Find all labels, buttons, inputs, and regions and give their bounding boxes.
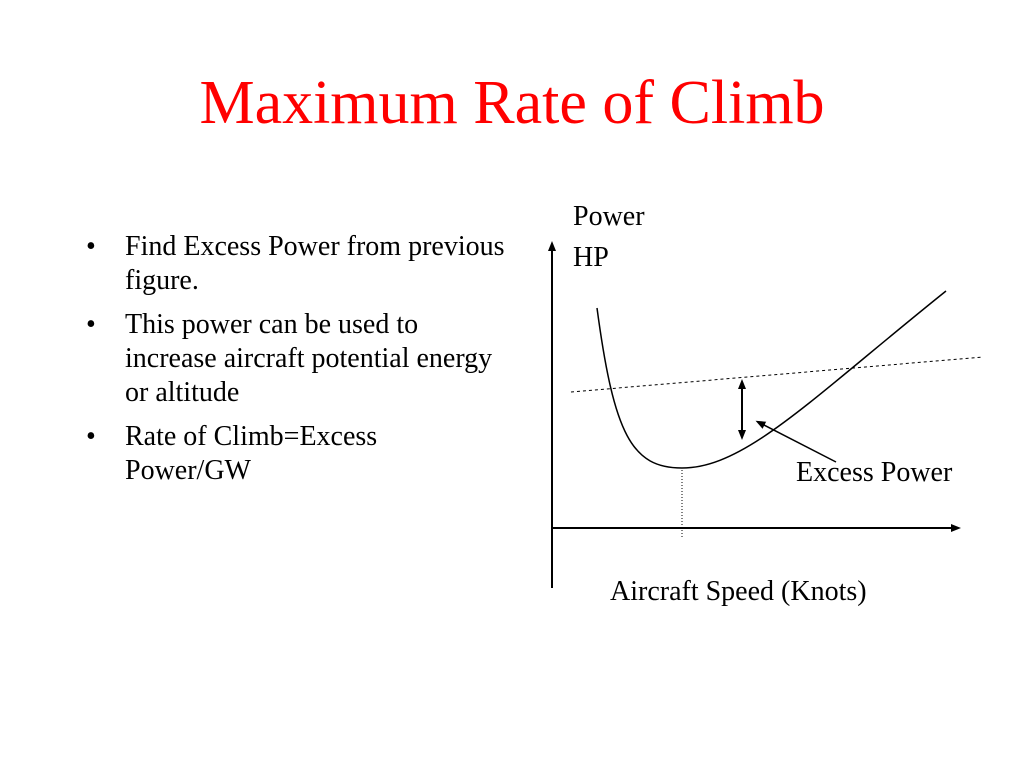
power-available-line <box>570 356 984 393</box>
bullet-text: Rate of Climb=Excess Power/GW <box>125 421 378 486</box>
bullet-dot-icon: • <box>86 421 96 452</box>
slide-title: Maximum Rate of Climb <box>199 69 825 137</box>
bullet-list: • Find Excess Power from previous figure… <box>86 230 506 498</box>
bullet-text: Find Excess Power from previous figure. <box>125 231 505 296</box>
bullet-text: This power can be used to increase aircr… <box>125 309 493 408</box>
excess-power-label: Excess Power <box>796 457 953 488</box>
excess-power-pointer <box>755 420 837 463</box>
bullet-dot-icon: • <box>86 231 96 262</box>
bullet-item: • This power can be used to increase air… <box>86 308 506 410</box>
power-required-curve <box>596 290 947 469</box>
bullet-dot-icon: • <box>86 309 96 340</box>
bullet-item: • Find Excess Power from previous figure… <box>86 230 506 298</box>
y-axis-label-hp: HP <box>573 242 609 273</box>
x-axis-label: Aircraft Speed (Knots) <box>610 576 867 607</box>
y-axis-label-power: Power <box>573 201 645 232</box>
bullet-item: • Rate of Climb=Excess Power/GW <box>86 420 506 488</box>
